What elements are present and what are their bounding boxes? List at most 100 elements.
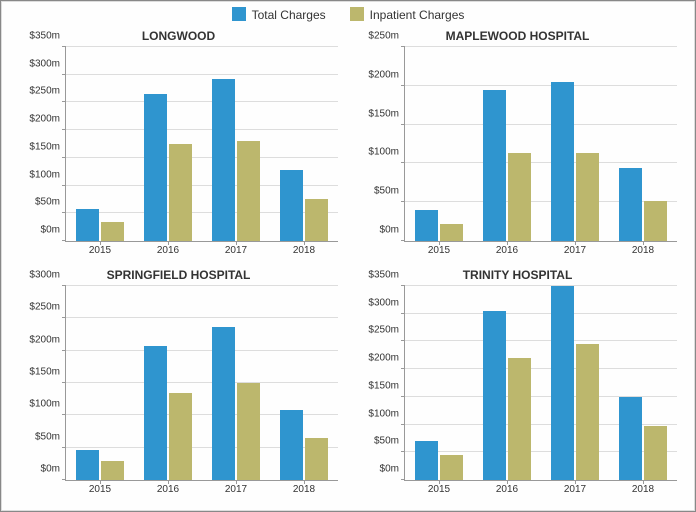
panel-0: LONGWOOD$0m$50m$100m$150m$200m$250m$300m… — [11, 29, 346, 264]
plot-area: $0m$50m$100m$150m$200m$250m$300m$350m201… — [65, 47, 338, 242]
gridline — [66, 317, 338, 318]
y-axis-label: $100m — [29, 399, 66, 410]
y-tick — [401, 424, 405, 425]
gridline — [405, 285, 677, 286]
bar — [169, 144, 191, 241]
x-axis-label: 2018 — [632, 241, 654, 256]
bar — [619, 397, 641, 480]
legend: Total Charges Inpatient Charges — [1, 7, 695, 22]
bar — [305, 438, 327, 480]
gridline — [66, 74, 338, 75]
y-tick — [62, 317, 66, 318]
bar — [619, 168, 641, 241]
bar — [101, 222, 123, 241]
y-tick — [401, 201, 405, 202]
y-tick — [62, 382, 66, 383]
y-axis-label: $150m — [368, 380, 405, 391]
y-tick — [401, 313, 405, 314]
y-tick — [62, 414, 66, 415]
legend-label: Inpatient Charges — [370, 8, 465, 22]
plot-area: $0m$50m$100m$150m$200m$250m$300m20152016… — [65, 286, 338, 481]
y-axis-label: $250m — [368, 31, 405, 42]
bar — [212, 327, 234, 480]
y-axis-label: $300m — [29, 270, 66, 281]
gridline — [66, 285, 338, 286]
y-tick — [62, 479, 66, 480]
gridline — [405, 46, 677, 47]
bar — [237, 141, 259, 241]
y-tick — [401, 124, 405, 125]
bar — [415, 441, 437, 480]
gridline — [66, 350, 338, 351]
bar — [644, 426, 666, 480]
y-tick — [401, 396, 405, 397]
y-axis-label: $0m — [380, 464, 405, 475]
y-tick — [62, 212, 66, 213]
x-axis-label: 2018 — [293, 241, 315, 256]
y-axis-label: $50m — [374, 436, 405, 447]
y-tick — [62, 101, 66, 102]
bar — [551, 82, 573, 241]
y-tick — [401, 451, 405, 452]
bar — [483, 90, 505, 241]
x-axis-label: 2015 — [89, 241, 111, 256]
bar — [508, 153, 530, 241]
y-tick — [401, 479, 405, 480]
gridline — [66, 46, 338, 47]
x-axis-label: 2015 — [428, 241, 450, 256]
x-axis-label: 2016 — [157, 241, 179, 256]
gridline — [405, 162, 677, 163]
y-axis-label: $350m — [29, 31, 66, 42]
x-axis-label: 2015 — [428, 480, 450, 495]
bar — [76, 450, 98, 480]
legend-item-1: Inpatient Charges — [350, 7, 465, 22]
bar — [76, 209, 98, 241]
gridline — [405, 340, 677, 341]
y-axis-label: $0m — [41, 464, 66, 475]
x-axis-label: 2015 — [89, 480, 111, 495]
y-axis-label: $150m — [29, 141, 66, 152]
y-axis-label: $50m — [374, 186, 405, 197]
panel-2: SPRINGFIELD HOSPITAL$0m$50m$100m$150m$20… — [11, 268, 346, 503]
gridline — [405, 85, 677, 86]
x-axis-label: 2018 — [293, 480, 315, 495]
y-axis-label: $300m — [29, 58, 66, 69]
y-axis-label: $200m — [368, 69, 405, 80]
panels-grid: LONGWOOD$0m$50m$100m$150m$200m$250m$300m… — [11, 29, 685, 503]
y-axis-label: $300m — [368, 297, 405, 308]
bar — [644, 201, 666, 241]
y-axis-label: $200m — [29, 334, 66, 345]
gridline — [66, 101, 338, 102]
y-axis-label: $100m — [368, 147, 405, 158]
bar — [576, 344, 598, 480]
y-tick — [401, 340, 405, 341]
bar — [280, 170, 302, 241]
x-axis-label: 2017 — [225, 241, 247, 256]
legend-item-0: Total Charges — [232, 7, 326, 22]
panel-3: TRINITY HOSPITAL$0m$50m$100m$150m$200m$2… — [350, 268, 685, 503]
gridline — [405, 368, 677, 369]
gridline — [66, 157, 338, 158]
y-tick — [62, 285, 66, 286]
bar — [144, 346, 166, 481]
y-axis-label: $150m — [29, 367, 66, 378]
gridline — [66, 129, 338, 130]
y-tick — [401, 85, 405, 86]
bar — [551, 286, 573, 480]
x-axis-label: 2017 — [564, 241, 586, 256]
y-axis-label: $0m — [41, 225, 66, 236]
plot-area: $0m$50m$100m$150m$200m$250m$300m$350m201… — [404, 286, 677, 481]
y-tick — [62, 46, 66, 47]
x-axis-label: 2016 — [157, 480, 179, 495]
legend-swatch — [232, 7, 246, 21]
y-tick — [62, 350, 66, 351]
x-axis-label: 2017 — [564, 480, 586, 495]
x-axis-label: 2018 — [632, 480, 654, 495]
bar — [508, 358, 530, 480]
y-tick — [401, 46, 405, 47]
panel-1: MAPLEWOOD HOSPITAL$0m$50m$100m$150m$200m… — [350, 29, 685, 264]
x-axis-label: 2017 — [225, 480, 247, 495]
y-axis-label: $50m — [35, 431, 66, 442]
y-tick — [401, 368, 405, 369]
y-tick — [62, 74, 66, 75]
